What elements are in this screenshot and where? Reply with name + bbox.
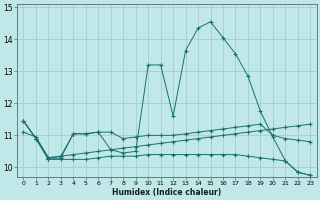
X-axis label: Humidex (Indice chaleur): Humidex (Indice chaleur) (112, 188, 221, 197)
